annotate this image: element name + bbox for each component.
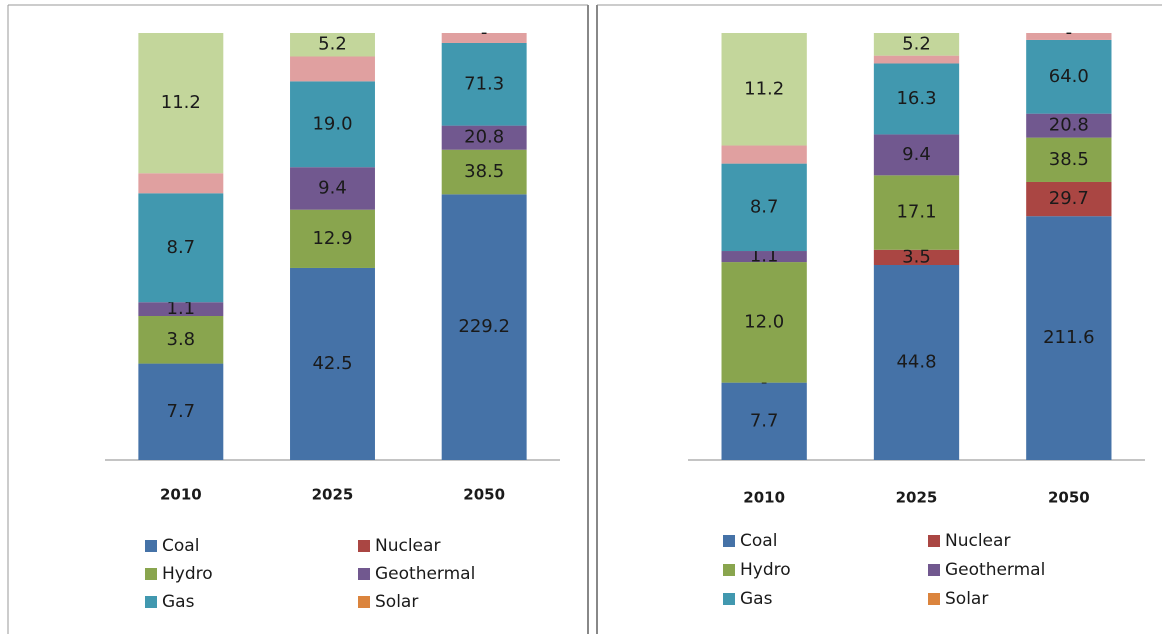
bar-segment bbox=[873, 33, 960, 56]
data-label: 20.8 bbox=[1049, 115, 1089, 136]
data-label: 3.5 bbox=[902, 246, 931, 267]
data-label: 5.2 bbox=[318, 34, 347, 55]
data-label: 12.9 bbox=[312, 228, 352, 249]
data-label: 11.2 bbox=[744, 78, 784, 99]
data-label: 7.7 bbox=[750, 410, 779, 431]
legend-label: Nuclear bbox=[375, 536, 440, 556]
data-label: 29.7 bbox=[1049, 188, 1089, 209]
legend-swatch bbox=[358, 540, 370, 552]
data-label: 17.1 bbox=[896, 202, 936, 223]
bar-segment bbox=[138, 302, 224, 316]
legend-swatch bbox=[723, 593, 735, 605]
legend-swatch bbox=[145, 596, 157, 608]
data-label: 42.5 bbox=[312, 353, 352, 374]
data-label: 211.6 bbox=[1043, 327, 1095, 348]
bar-segment bbox=[873, 175, 960, 250]
bar-segment bbox=[1026, 137, 1112, 182]
data-label: 1.1 bbox=[167, 298, 196, 319]
bar-segment bbox=[721, 382, 807, 460]
x-tick-label: 2025 bbox=[312, 486, 354, 504]
data-label: 44.8 bbox=[896, 351, 936, 372]
data-label: 20.8 bbox=[464, 127, 504, 148]
legend-label: Solar bbox=[945, 589, 988, 609]
legend-label: Gas bbox=[162, 592, 195, 612]
legend-label: Solar bbox=[375, 592, 418, 612]
bar-segment bbox=[441, 42, 527, 126]
data-label: - bbox=[481, 22, 488, 43]
x-tick-label: 2010 bbox=[160, 486, 202, 504]
bar-segment bbox=[721, 262, 807, 383]
data-label: 5.2 bbox=[902, 33, 931, 54]
data-label: 8.7 bbox=[750, 196, 779, 217]
bar-segment bbox=[290, 81, 375, 168]
bar-segment bbox=[873, 55, 960, 64]
bar-segment bbox=[441, 194, 527, 460]
data-label: 9.4 bbox=[318, 177, 347, 198]
bar-segment bbox=[290, 209, 375, 268]
bar-segment bbox=[721, 251, 807, 263]
bar-segment bbox=[138, 173, 224, 194]
bar-segment bbox=[138, 315, 224, 364]
legend-swatch bbox=[723, 535, 735, 547]
data-label: 3.8 bbox=[167, 329, 196, 350]
bar-segment bbox=[290, 56, 375, 82]
data-label: 11.2 bbox=[161, 92, 201, 113]
bar-segment bbox=[290, 167, 375, 210]
bar-segment bbox=[1026, 33, 1112, 40]
data-label: 19.0 bbox=[312, 113, 352, 134]
bar-segment bbox=[721, 163, 807, 252]
x-tick-label: 2050 bbox=[463, 486, 505, 504]
data-label: 16.3 bbox=[896, 88, 936, 109]
legend-swatch bbox=[358, 596, 370, 608]
legend-label: Geothermal bbox=[375, 564, 475, 584]
data-label: 38.5 bbox=[464, 161, 504, 182]
data-label: 64.0 bbox=[1049, 66, 1089, 87]
bar-segment bbox=[721, 33, 807, 146]
legend-swatch bbox=[928, 564, 940, 576]
bar-segment bbox=[1026, 39, 1112, 114]
bar-segment bbox=[873, 134, 960, 176]
legend-label: Nuclear bbox=[945, 531, 1010, 551]
bar-segment bbox=[290, 267, 375, 460]
bar-segment bbox=[138, 33, 224, 174]
legend-swatch bbox=[358, 568, 370, 580]
data-label: 12.0 bbox=[744, 311, 784, 332]
data-label: 229.2 bbox=[458, 316, 510, 337]
legend-swatch bbox=[145, 540, 157, 552]
legend-label: Geothermal bbox=[945, 560, 1045, 580]
legend-label: Coal bbox=[162, 536, 199, 556]
bar-segment bbox=[1026, 181, 1112, 217]
data-label: 71.3 bbox=[464, 73, 504, 94]
data-label: 8.7 bbox=[167, 237, 196, 258]
data-label: 38.5 bbox=[1049, 149, 1089, 170]
legend-label: Gas bbox=[740, 589, 773, 609]
legend-swatch bbox=[145, 568, 157, 580]
bar-segment bbox=[138, 363, 224, 460]
bar-segment bbox=[441, 125, 527, 150]
legend-label: Coal bbox=[740, 531, 777, 551]
legend-swatch bbox=[928, 535, 940, 547]
bar-segment bbox=[1026, 216, 1112, 460]
data-label: 7.7 bbox=[167, 401, 196, 422]
x-tick-label: 2010 bbox=[743, 489, 785, 507]
legend-swatch bbox=[928, 593, 940, 605]
bar-segment bbox=[290, 33, 375, 57]
legend-label: Hydro bbox=[162, 564, 213, 584]
bar-segment bbox=[138, 193, 224, 303]
bar-segment bbox=[1026, 113, 1112, 138]
bar-segment bbox=[873, 63, 960, 135]
bar-segment bbox=[441, 149, 527, 195]
bar-segment bbox=[441, 33, 527, 43]
bar-segment bbox=[873, 264, 960, 460]
legend-swatch bbox=[723, 564, 735, 576]
x-tick-label: 2050 bbox=[1048, 489, 1090, 507]
x-tick-label: 2025 bbox=[896, 489, 938, 507]
legend-label: Hydro bbox=[740, 560, 791, 580]
data-label: 9.4 bbox=[902, 144, 931, 165]
data-label: - bbox=[1066, 22, 1073, 43]
bar-segment bbox=[873, 249, 960, 265]
bar-segment bbox=[721, 145, 807, 164]
